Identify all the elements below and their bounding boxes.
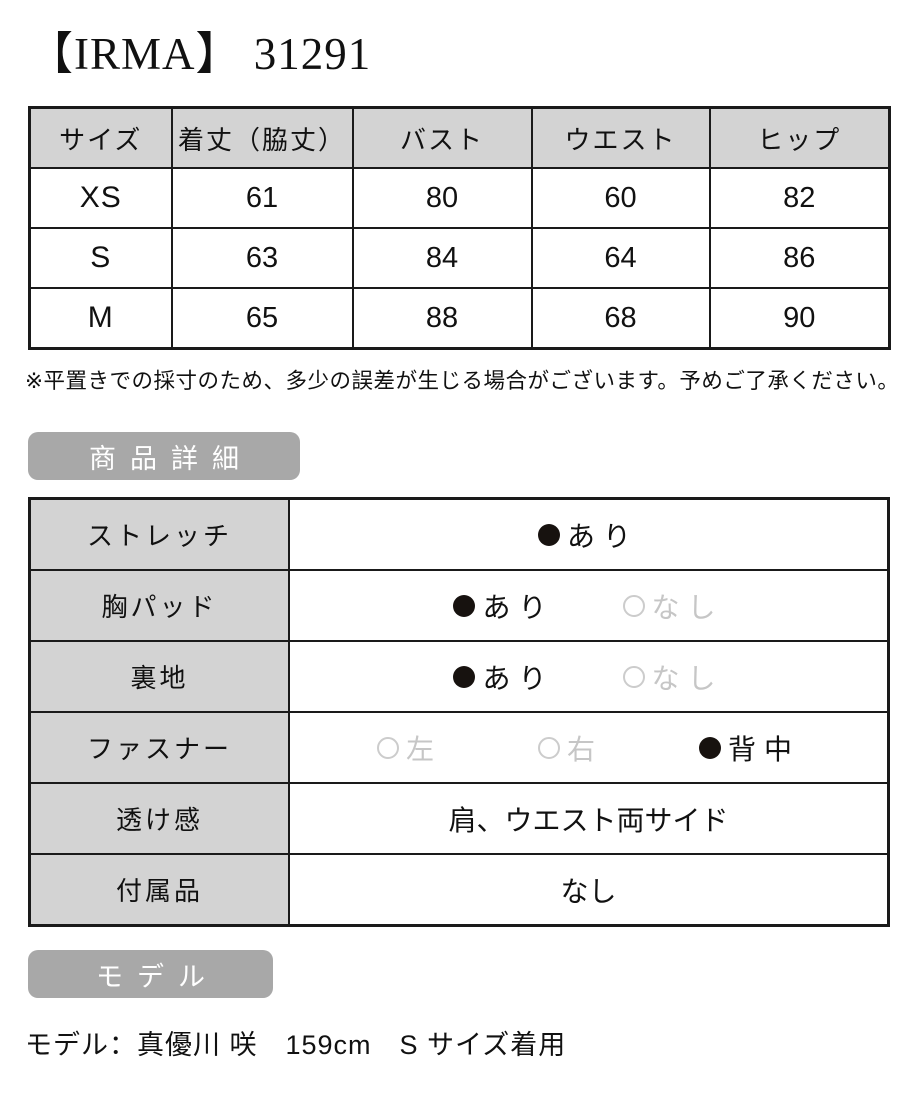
detail-row-chest-pad: 胸パッド あり なし xyxy=(28,569,890,643)
detail-label: ストレッチ xyxy=(28,497,290,572)
cell-waist: 64 xyxy=(530,227,711,290)
section-heading-product-details: 商品詳細 xyxy=(28,432,300,481)
detail-row-fastener: ファスナー 左 右 背中 xyxy=(28,711,890,785)
radio-filled-icon xyxy=(699,736,721,759)
radio-empty-icon xyxy=(376,736,399,759)
cell-bust: 88 xyxy=(351,287,533,350)
cell-hip: 90 xyxy=(708,287,891,350)
cell-length: 63 xyxy=(170,227,354,290)
radio-filled-icon xyxy=(453,665,476,688)
table-row-xs: XS 61 80 60 82 xyxy=(28,167,891,230)
option-right-unselected: 右 xyxy=(537,728,603,768)
detail-row-accessories: 付属品 なし xyxy=(28,853,890,927)
detail-value: あり なし xyxy=(288,569,890,643)
size-label: S xyxy=(28,227,173,290)
cell-length: 61 xyxy=(170,167,354,230)
option-ari-selected: あり xyxy=(537,515,639,555)
detail-label: 裏地 xyxy=(28,640,290,714)
col-header-size: サイズ xyxy=(28,106,173,170)
detail-value: 左 右 背中 xyxy=(288,711,890,785)
size-label: M xyxy=(28,287,173,350)
detail-label: 透け感 xyxy=(28,782,290,856)
detail-row-stretch: ストレッチ あり xyxy=(28,497,890,572)
detail-row-sheerness: 透け感 肩、ウエスト両サイド xyxy=(28,782,890,856)
radio-filled-icon xyxy=(537,523,560,546)
option-nashi-unselected: なし xyxy=(622,657,724,697)
detail-row-lining: 裏地 あり なし xyxy=(28,640,890,714)
option-back-selected: 背中 xyxy=(699,728,800,768)
col-header-bust: バスト xyxy=(351,106,533,170)
section-heading-model: モデル xyxy=(28,950,273,999)
size-label: XS xyxy=(28,167,173,230)
detail-value-text: 肩、ウエスト両サイド xyxy=(288,782,890,856)
radio-empty-icon xyxy=(537,736,560,759)
option-left-unselected: 左 xyxy=(376,728,442,768)
detail-label: 胸パッド xyxy=(28,569,290,643)
product-spec-sheet: 【IRMA】 31291 サイズ 着丈（脇丈） バスト ウエスト ヒップ XS … xyxy=(25,29,900,1061)
model-info: モデル：真優川 咲 159cm S サイズ着用 xyxy=(25,1030,567,1061)
cell-length: 65 xyxy=(170,287,354,350)
cell-waist: 68 xyxy=(530,287,711,350)
detail-value: あり xyxy=(288,497,890,572)
size-table: サイズ 着丈（脇丈） バスト ウエスト ヒップ XS 61 80 60 82 S… xyxy=(28,106,891,351)
table-row-m: M 65 88 68 90 xyxy=(28,287,891,350)
col-header-waist: ウエスト xyxy=(530,106,711,170)
radio-empty-icon xyxy=(622,665,645,688)
detail-label: ファスナー xyxy=(28,711,290,785)
detail-label: 付属品 xyxy=(28,853,290,927)
option-nashi-unselected: なし xyxy=(622,586,724,626)
product-details-table: ストレッチ あり 胸パッド あり xyxy=(28,497,890,928)
detail-value-text: なし xyxy=(288,853,890,927)
cell-waist: 60 xyxy=(530,167,711,230)
cell-bust: 80 xyxy=(351,167,533,230)
page-title: 【IRMA】 31291 xyxy=(28,29,372,79)
option-ari-selected: あり xyxy=(453,586,554,626)
size-table-header-row: サイズ 着丈（脇丈） バスト ウエスト ヒップ xyxy=(28,106,891,170)
radio-filled-icon xyxy=(453,594,476,617)
detail-value: あり なし xyxy=(288,640,890,714)
cell-bust: 84 xyxy=(351,227,533,290)
option-ari-selected: あり xyxy=(453,657,554,697)
radio-empty-icon xyxy=(622,594,645,617)
cell-hip: 86 xyxy=(708,227,891,290)
col-header-length: 着丈（脇丈） xyxy=(170,106,354,170)
cell-hip: 82 xyxy=(708,167,891,230)
measurement-disclaimer: ※平置きでの採寸のため、多少の誤差が生じる場合がございます。予めご了承ください。 xyxy=(25,369,900,394)
table-row-s: S 63 84 64 86 xyxy=(28,227,891,290)
col-header-hip: ヒップ xyxy=(708,106,891,170)
